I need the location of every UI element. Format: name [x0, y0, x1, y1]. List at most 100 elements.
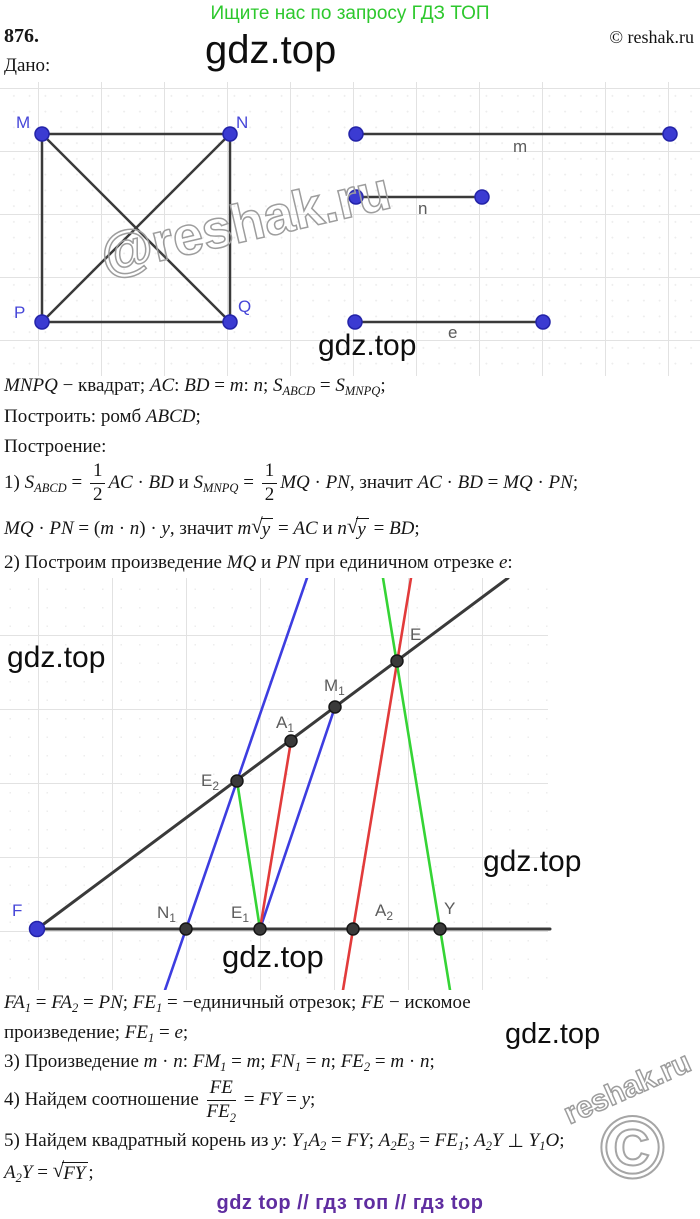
math-text: ·	[33, 518, 50, 539]
figure-line	[40, 132, 232, 324]
math-text: AC	[293, 518, 318, 539]
figure-line	[341, 578, 413, 990]
point-dot	[433, 922, 447, 936]
solution-line: 1) S ABCD = 1 2 AC · BD и S MNPQ = 1 2 MQ · PN…	[4, 458, 578, 508]
math-text: и	[317, 518, 338, 539]
math-text: FE	[206, 1101, 230, 1122]
math-text: FA	[51, 992, 72, 1013]
math-text: MQ	[4, 518, 34, 539]
watermark-copyright-sign: ©	[599, 1098, 666, 1197]
solution-line: Построить: ромб ABCD;	[4, 402, 201, 432]
point-label: A2	[375, 901, 393, 923]
solution-line: 3) Произведение m · n: FM 1 = m; FN 1 = n;…	[4, 1047, 435, 1077]
math-text: Y	[528, 1130, 540, 1151]
math-text: A	[4, 1162, 16, 1183]
solution-line: произведение; FE 1 = e;	[4, 1018, 188, 1048]
math-text: BD	[389, 518, 415, 539]
math-text: 2	[320, 1138, 327, 1153]
math-text: m	[229, 375, 244, 396]
math-text: y	[161, 518, 170, 539]
math-text: O	[545, 1130, 560, 1151]
math-text: S	[273, 375, 283, 396]
math-text: MNPQ	[203, 480, 239, 495]
math-text: =	[31, 992, 52, 1013]
math-text: FN	[270, 1051, 295, 1072]
math-text: AC	[108, 472, 133, 493]
math-text: ·	[157, 1051, 174, 1072]
math-text: ·	[132, 472, 149, 493]
math-text: ;	[88, 1162, 94, 1183]
math-text: ·	[441, 472, 458, 493]
math-text: =	[414, 1130, 435, 1151]
point-dot	[34, 314, 50, 330]
math-text: ;	[380, 375, 386, 396]
math-text: 1	[302, 1138, 309, 1153]
math-text: PN	[325, 472, 350, 493]
point-dot	[222, 126, 238, 142]
math-text: 2	[390, 1138, 397, 1153]
math-text: 2	[229, 1111, 236, 1125]
math-text: =	[281, 1089, 302, 1110]
math-text: 3) Произведение	[4, 1051, 144, 1072]
math-text: , значит	[349, 472, 418, 493]
math-text: MNPQ	[344, 383, 381, 398]
math-text: ABCD	[145, 406, 196, 427]
math-text: , значит	[169, 518, 238, 539]
math-text: =	[209, 375, 230, 396]
math-text: MQ	[503, 472, 533, 493]
point-dot	[535, 314, 551, 330]
math-text: e	[174, 1022, 183, 1043]
math-text: ;	[263, 375, 274, 396]
math-text: FM	[192, 1051, 221, 1072]
math-text: =	[238, 1089, 260, 1110]
math-text: ⊥	[502, 1130, 529, 1152]
math-text: m	[100, 518, 114, 539]
math-text: m	[390, 1051, 405, 1072]
point-label: N	[236, 113, 248, 132]
math-text: 2	[15, 1170, 22, 1185]
footer-tags: gdz top // гдз топ // гдз top	[216, 1192, 484, 1214]
math-text: E	[396, 1130, 409, 1151]
math-text: 1	[264, 460, 275, 482]
watermark-gdztop: gdz.top	[205, 28, 337, 72]
math-text: :	[281, 1130, 292, 1151]
math-text: n	[253, 375, 264, 396]
math-text: 1	[92, 460, 103, 482]
math-text: 2	[72, 1000, 79, 1015]
math-text: BD	[184, 375, 210, 396]
math-text: 1	[24, 1000, 32, 1015]
problem-number: 876.	[4, 25, 39, 47]
math-text: ;	[122, 992, 133, 1013]
figure1-canvas: M N P Qm n e	[14, 113, 678, 342]
math-text: ;	[559, 1130, 565, 1151]
math-text: ;	[429, 1051, 435, 1072]
math-text: = (	[73, 518, 101, 539]
point-dot	[28, 920, 46, 938]
math-text: 3	[408, 1138, 415, 1153]
figure2-canvas: F N1 E1 A2 Y E2 A1 M1 E	[12, 578, 552, 990]
math-text: ;	[368, 1130, 379, 1151]
point-label: P	[14, 303, 25, 322]
point-dot	[34, 126, 50, 142]
math-text: ;	[572, 472, 579, 493]
math-text: m	[143, 1051, 158, 1072]
point-dot	[662, 126, 678, 142]
math-text: ;	[310, 1089, 316, 1110]
math-text: FE	[361, 992, 385, 1013]
watermark-gdztop: gdz.top	[505, 1018, 601, 1050]
math-text: FE	[124, 1022, 149, 1043]
watermark-gdztop: gdz.top	[483, 845, 582, 878]
math-text: y	[301, 1089, 311, 1110]
math-text: = −единичный отрезок;	[162, 992, 362, 1013]
math-text: y	[273, 1130, 282, 1151]
math-text: e	[498, 552, 508, 573]
watermark-gdztop: gdz.top	[222, 939, 324, 974]
math-text: и	[173, 472, 194, 493]
math-text: ·	[532, 472, 549, 493]
point-dot	[474, 189, 490, 205]
math-sqrt: √ FY	[53, 1159, 89, 1185]
math-text: FY	[346, 1130, 369, 1151]
math-text: 2	[92, 484, 103, 505]
